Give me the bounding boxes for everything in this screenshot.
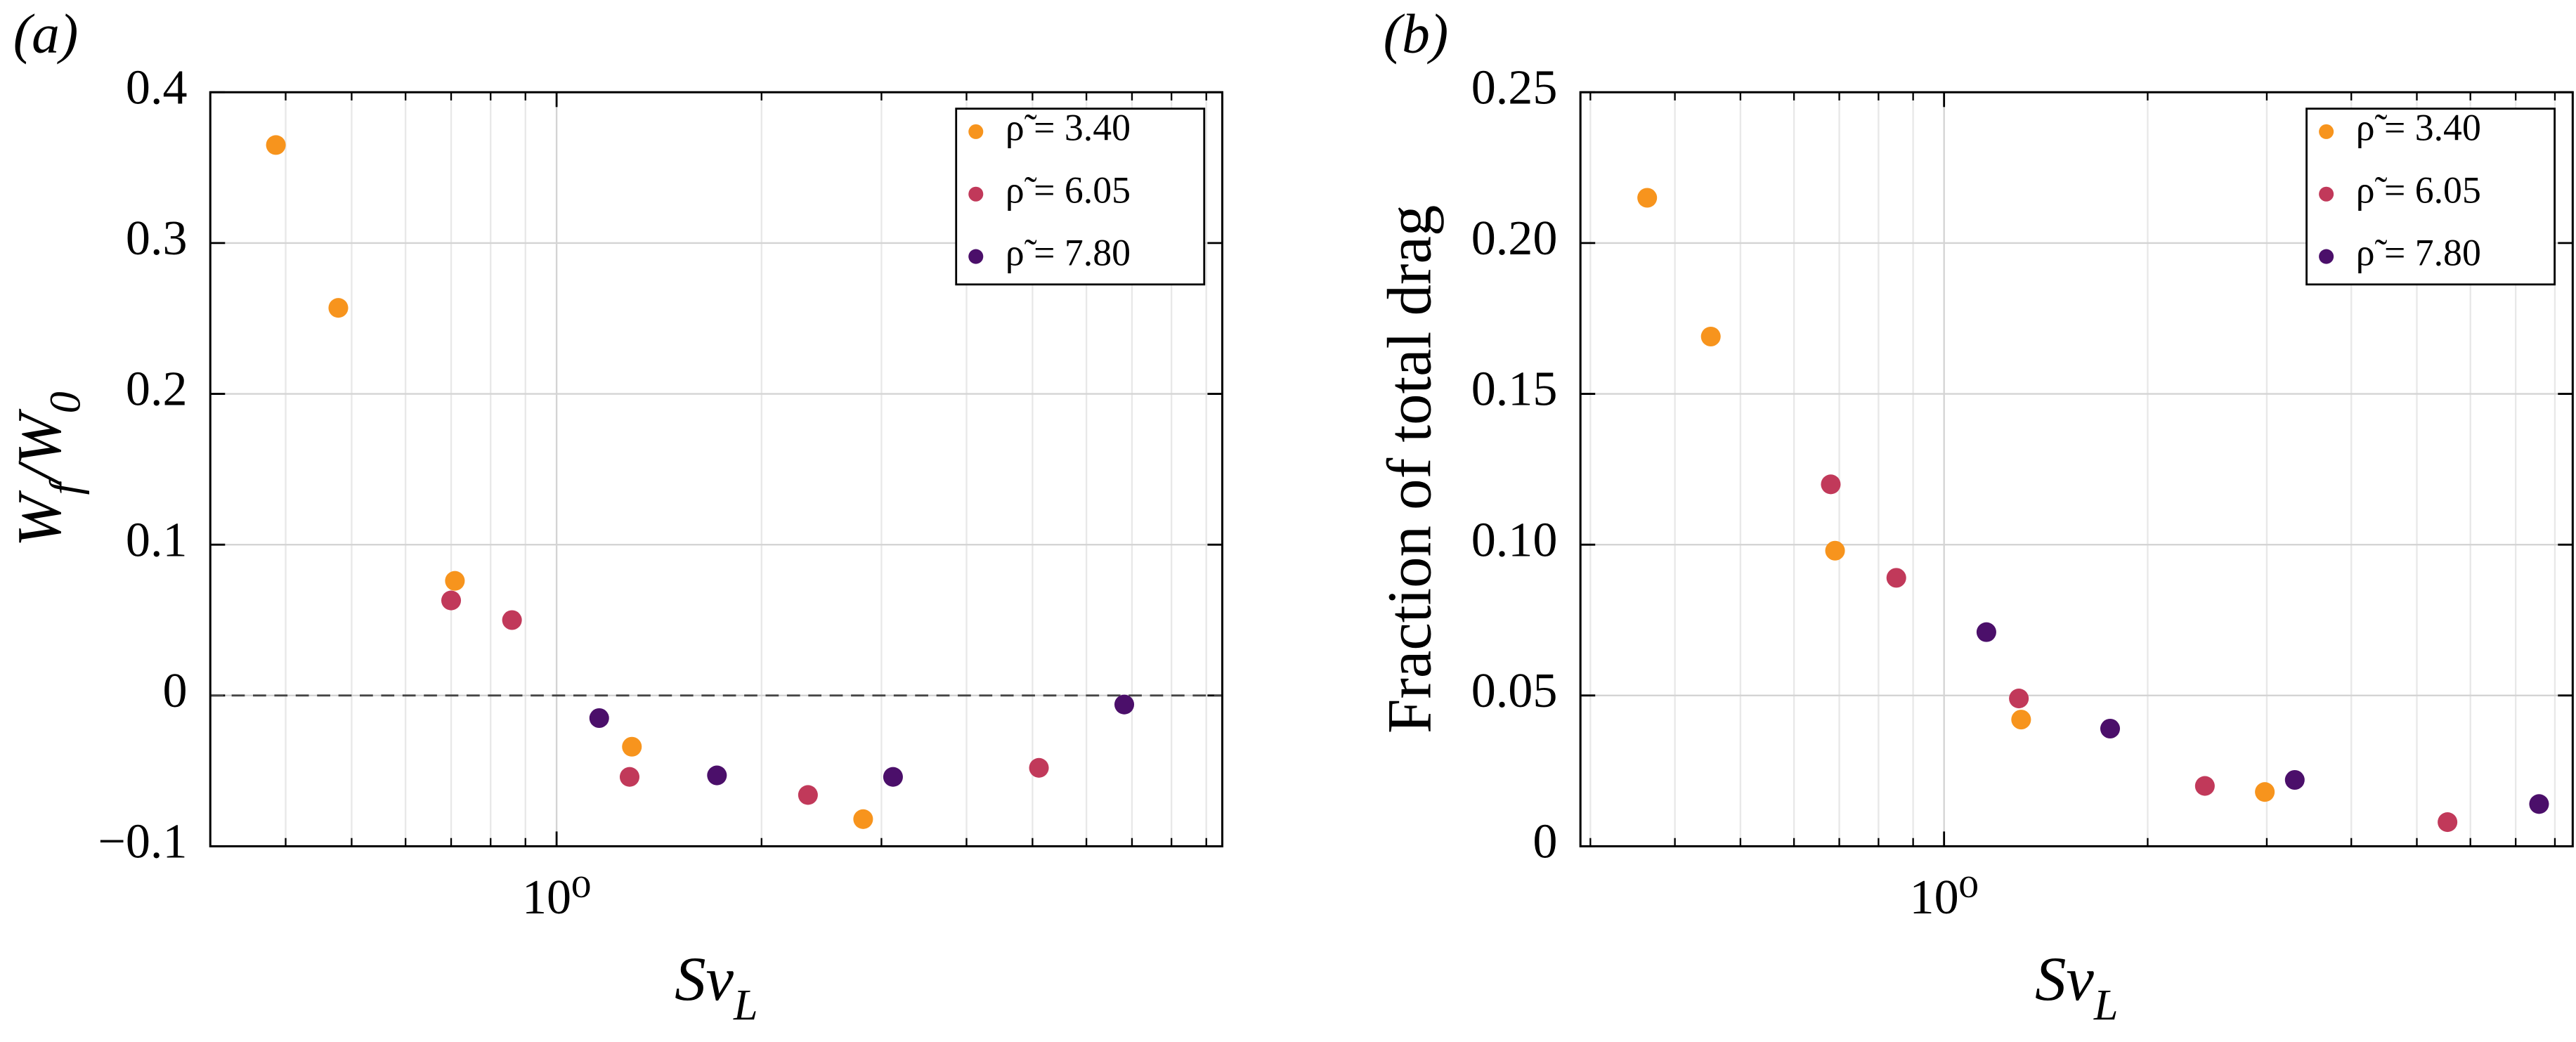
y-axis-label: Wf/W0 xyxy=(6,391,90,547)
x-tick-label: 10⁰ xyxy=(1910,870,1979,925)
data-point xyxy=(619,767,640,787)
label-part: Sv xyxy=(2035,946,2094,1015)
data-point xyxy=(1825,540,1845,561)
label-part: 0 xyxy=(42,391,90,413)
data-point xyxy=(2284,769,2305,790)
legend-label: ρ̃ = 6.05 xyxy=(2356,169,2481,211)
y-tick-label: 0 xyxy=(1533,814,1557,869)
data-point xyxy=(2011,710,2031,730)
legend-marker xyxy=(2319,124,2334,139)
panel-label: (b) xyxy=(1384,4,1449,65)
data-point xyxy=(328,298,349,318)
data-point xyxy=(589,708,609,729)
legend-label: ρ̃ = 3.40 xyxy=(2356,107,2481,149)
label-part: Sv xyxy=(675,946,734,1015)
y-tick-label: 0.1 xyxy=(126,512,188,567)
y-axis-label: Fraction of total drag xyxy=(1376,205,1445,734)
y-tick-label: −0.1 xyxy=(98,814,187,869)
plot-frame xyxy=(1579,91,2574,847)
legend-marker xyxy=(968,186,984,202)
data-point xyxy=(883,767,903,787)
data-point xyxy=(2194,776,2215,796)
legend-marker xyxy=(968,249,984,264)
legend-box xyxy=(2305,108,2556,286)
y-tick-label: 0.3 xyxy=(126,211,188,266)
x-axis-label: SvL xyxy=(675,946,757,1030)
label-part: L xyxy=(2093,982,2119,1029)
data-point xyxy=(853,809,873,829)
label-part: Fraction of total drag xyxy=(1376,205,1445,734)
data-point xyxy=(798,785,818,805)
y-tick-label: 0.15 xyxy=(1471,362,1558,417)
x-axis-label: SvL xyxy=(2035,946,2118,1030)
data-point xyxy=(1886,568,1906,588)
label-part: L xyxy=(733,982,758,1029)
y-tick-label: 0.2 xyxy=(126,362,188,417)
legend-label: ρ̃ = 7.80 xyxy=(1006,231,1131,273)
data-point xyxy=(2255,782,2275,802)
data-point xyxy=(707,765,727,786)
y-tick-label: 0 xyxy=(162,663,187,718)
legend-marker xyxy=(2319,186,2334,202)
y-tick-label: 0.4 xyxy=(126,60,188,115)
data-point xyxy=(1029,757,1049,778)
data-point xyxy=(1637,188,1658,208)
legend-marker xyxy=(2319,249,2334,264)
data-point xyxy=(445,571,465,591)
data-point xyxy=(1700,326,1721,347)
data-point xyxy=(441,590,462,611)
label-part: W xyxy=(6,490,74,547)
data-point xyxy=(1114,694,1135,715)
data-point xyxy=(2100,718,2121,739)
y-tick-label: 0.25 xyxy=(1471,60,1558,115)
legend-label: ρ̃ = 3.40 xyxy=(1006,107,1131,149)
data-point xyxy=(266,135,286,155)
legend-box xyxy=(955,108,1206,286)
data-point xyxy=(622,736,642,757)
panel-label: (a) xyxy=(13,4,79,65)
x-tick-label: 10⁰ xyxy=(522,870,591,925)
plot-frame xyxy=(209,91,1223,847)
legend-label: ρ̃ = 7.80 xyxy=(2356,231,2481,273)
y-tick-label: 0.10 xyxy=(1471,512,1558,567)
legend-label: ρ̃ = 6.05 xyxy=(1006,169,1131,211)
data-point xyxy=(502,610,522,630)
y-tick-label: 0.20 xyxy=(1471,211,1558,266)
data-point xyxy=(1821,474,1841,495)
data-point xyxy=(2529,794,2549,814)
data-point xyxy=(2009,689,2029,709)
y-tick-label: 0.05 xyxy=(1471,663,1558,718)
label-part: /W xyxy=(6,408,74,486)
data-point xyxy=(2438,812,2458,833)
data-point xyxy=(1976,622,1996,642)
legend-marker xyxy=(968,124,984,139)
